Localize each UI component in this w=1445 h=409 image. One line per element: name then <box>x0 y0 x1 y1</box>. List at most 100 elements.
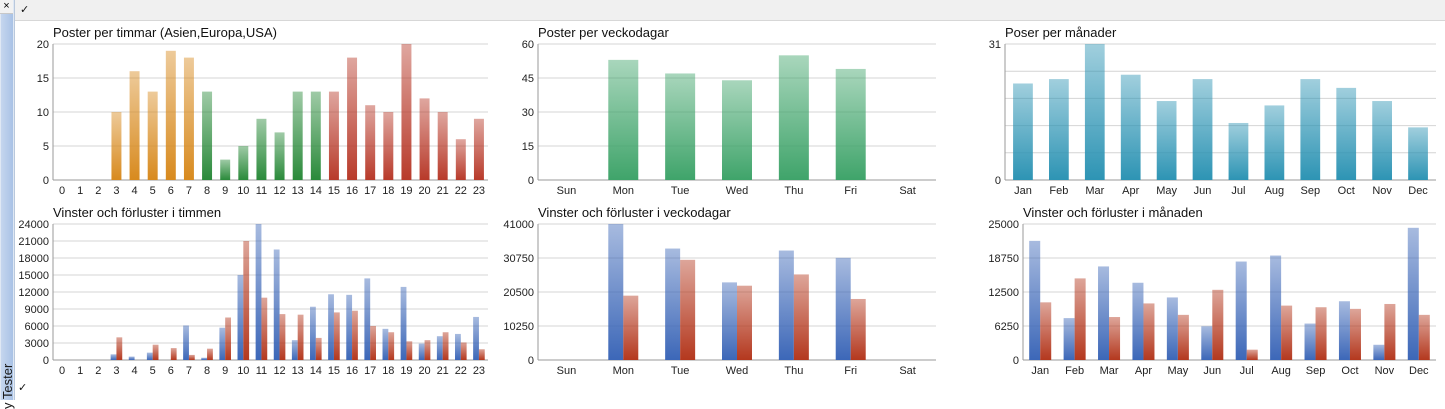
chart-hours-winloss-loss-bar <box>207 348 213 360</box>
chart-months-bar <box>1300 79 1321 180</box>
chart-hours-winloss-xtick: 3 <box>113 365 119 377</box>
chart-months-winloss-ytick: 6250 <box>995 321 1019 333</box>
chart-hours-winloss-win-bar <box>310 306 316 360</box>
chart-hours-xtick: 7 <box>186 185 192 197</box>
chart-hours-winloss-xtick: 12 <box>273 365 285 377</box>
chart-hours-winloss-loss-bar <box>460 342 467 360</box>
chart-hours-winloss-win-bar <box>382 328 389 360</box>
toolbar: ✓ <box>15 0 1445 21</box>
chart-hours-winloss-xtick: 18 <box>382 365 394 377</box>
check-icon[interactable]: ✓ <box>20 4 30 16</box>
chart-hours-winloss-win-bar <box>291 340 298 360</box>
chart-hours-winloss-ytick: 21000 <box>18 236 49 248</box>
check-icon-bottom[interactable]: ✓ <box>18 382 28 394</box>
chart-months-xtick: Dec <box>1408 185 1428 197</box>
chart-weekdays-xtick: Mon <box>613 185 634 197</box>
chart-months-winloss-loss-bar <box>1074 278 1086 360</box>
chart-hours-winloss-loss-bar <box>478 349 485 360</box>
side-tab-label: y Tester <box>0 363 15 409</box>
chart-hours-ytick: 10 <box>37 107 49 119</box>
chart-hours-ytick: 5 <box>43 141 49 153</box>
chart-hours-winloss-ytick: 12000 <box>18 287 49 299</box>
chart-hours-bar <box>111 112 122 180</box>
chart-weekdays-winloss-loss-bar <box>850 298 866 360</box>
chart-hours-bar <box>183 57 194 180</box>
chart-hours-winloss-loss-bar <box>315 337 322 360</box>
chart-hours-winloss-xtick: 11 <box>256 365 267 377</box>
chart-hours-winloss-xtick: 21 <box>437 365 449 377</box>
chart-hours-winloss-ytick: 9000 <box>25 304 49 316</box>
chart-weekdays-winloss-xtick: Mon <box>613 365 634 377</box>
chart-weekdays-winloss-xtick: Fri <box>844 365 857 377</box>
chart-hours-xtick: 9 <box>222 185 228 197</box>
chart-hours-ytick: 20 <box>37 39 49 51</box>
chart-hours-winloss-loss-bar <box>442 332 449 360</box>
chart-hours-winloss-win-bar <box>273 249 280 360</box>
chart-hours-xtick: 5 <box>150 185 156 197</box>
chart-weekdays-ytick: 45 <box>522 73 534 85</box>
chart-hours-xtick: 4 <box>132 185 138 197</box>
chart-hours-ytick: 0 <box>43 175 49 187</box>
chart-weekdays-winloss: Vinster och förluster i veckodagar 0 10250… <box>503 205 936 377</box>
chart-hours-winloss-loss-bar <box>388 332 395 360</box>
chart-hours-winloss-xtick: 20 <box>418 365 430 377</box>
chart-months: Poser per månader 0 31 Jan Feb Mar Apr May Jun Ju… <box>989 25 1436 197</box>
chart-weekdays-winloss-loss-bar <box>680 259 696 360</box>
chart-weekdays-xtick: Fri <box>844 185 857 197</box>
chart-hours-winloss-title: Vinster och förluster i timmen <box>53 205 221 220</box>
chart-weekdays-xtick: Wed <box>726 185 748 197</box>
chart-hours-winloss-ytick: 3000 <box>25 338 49 350</box>
chart-weekdays-winloss-win-bar <box>835 257 851 360</box>
chart-hours-winloss-ytick: 18000 <box>18 253 49 265</box>
chart-hours-bar <box>328 91 339 180</box>
chart-weekdays-winloss-ytick: 20500 <box>503 287 534 299</box>
chart-hours-xtick: 21 <box>437 185 449 197</box>
chart-hours-winloss-loss-bar <box>370 326 376 360</box>
chart-months-bar <box>1336 87 1357 180</box>
chart-hours-winloss-win-bar <box>146 352 153 360</box>
chart-hours-winloss-xtick: 4 <box>132 365 138 377</box>
chart-weekdays-ytick: 0 <box>528 175 534 187</box>
chart-months-winloss-win-bar <box>1166 297 1178 360</box>
chart-hours-bar <box>401 44 412 180</box>
chart-hours-xtick: 22 <box>455 185 467 197</box>
chart-hours-xtick: 2 <box>95 185 101 197</box>
chart-months-winloss-xtick: Mar <box>1100 365 1119 377</box>
chart-hours-bar <box>202 91 213 180</box>
chart-hours-winloss-win-bar <box>183 325 189 360</box>
close-icon[interactable]: × <box>0 0 13 14</box>
chart-hours-bar <box>419 98 430 180</box>
chart-months-title: Poser per månader <box>1005 25 1117 40</box>
chart-hours-winloss-loss-bar <box>188 354 195 360</box>
chart-hours-winloss-ytick: 24000 <box>18 219 49 231</box>
chart-months-bar <box>1228 122 1249 180</box>
chart-weekdays-xtick: Sun <box>557 185 577 197</box>
chart-hours-winloss-xtick: 17 <box>364 365 376 377</box>
chart-hours-bar <box>129 71 140 180</box>
chart-months-winloss-win-bar <box>1304 323 1316 360</box>
chart-hours-xtick: 20 <box>418 185 430 197</box>
chart-weekdays-ytick: 60 <box>522 39 534 51</box>
chart-months-xtick: Apr <box>1122 185 1139 197</box>
chart-hours-winloss-win-bar <box>201 357 208 360</box>
chart-months-winloss-loss-bar <box>1281 305 1293 360</box>
chart-hours-bar <box>365 105 376 180</box>
chart-weekdays-bar <box>722 80 752 180</box>
chart-hours-winloss-loss-bar <box>406 341 413 360</box>
chart-hours-bar <box>310 91 321 180</box>
chart-hours-winloss-win-bar <box>364 278 371 360</box>
chart-hours-winloss-xtick: 1 <box>77 365 83 377</box>
chart-hours-winloss-win-bar <box>219 327 226 360</box>
chart-months-winloss-xtick: Sep <box>1306 365 1326 377</box>
chart-hours-winloss-xtick: 10 <box>237 365 249 377</box>
chart-hours-xtick: 6 <box>168 185 174 197</box>
side-tab[interactable] <box>1 14 13 400</box>
chart-months-winloss-xtick: Nov <box>1375 365 1395 377</box>
chart-months-winloss-win-bar <box>1338 301 1350 360</box>
chart-hours-winloss: Vinster och förluster i timmen 0 3000 6000 9… <box>18 205 488 377</box>
chart-hours-xtick: 13 <box>292 185 304 197</box>
chart-months-winloss-title: Vinster och förluster i månaden <box>1023 205 1203 220</box>
chart-hours-winloss-win-bar <box>255 224 262 360</box>
chart-weekdays-winloss-win-bar <box>665 248 681 360</box>
chart-months-winloss-ytick: 0 <box>1013 355 1019 367</box>
